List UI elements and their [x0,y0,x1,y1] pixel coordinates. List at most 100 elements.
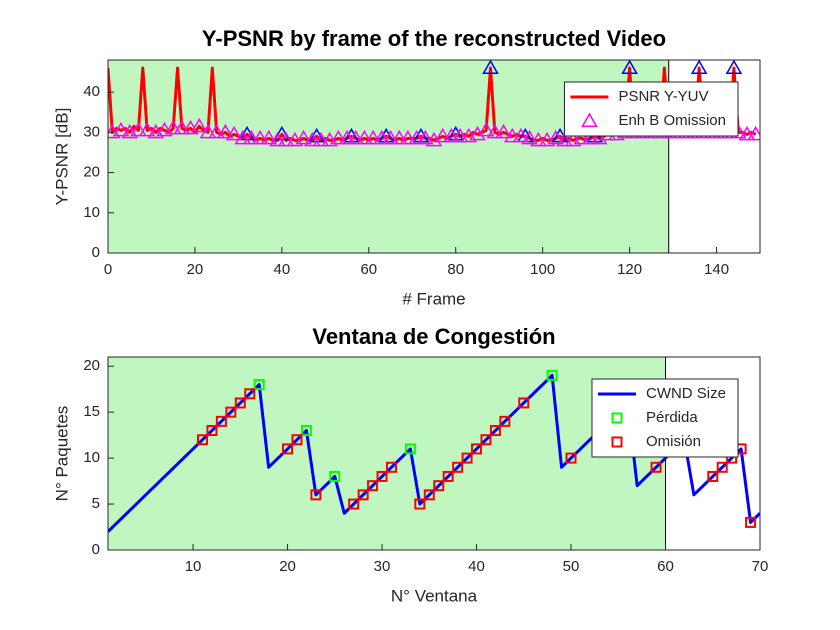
y-axis-label: N° Paquetes [52,406,71,502]
square-marker [367,480,379,492]
x-tick-label: 100 [530,261,555,278]
triangle-marker [434,127,451,143]
x-tick-label: 50 [563,558,580,575]
square-marker [489,425,501,437]
x-tick-label: 120 [617,261,642,278]
triangle-marker [377,127,395,143]
y-tick-label: 20 [83,164,100,181]
triangle-marker [234,129,252,145]
legend: PSNR Y-YUV Enh B Omission [563,81,739,137]
square-marker [499,415,511,427]
legend-label: Enh B Omission [618,112,726,129]
triangle-marker [447,125,465,141]
y-tick-label: 0 [92,541,100,558]
triangle-marker [482,59,499,75]
y-tick-label: 40 [83,83,100,100]
square-marker [518,397,530,409]
square-marker [376,470,388,482]
legend-label: Omisión [646,433,701,450]
triangle-marker [208,123,225,139]
square-marker [611,412,623,424]
square-marker [707,470,719,482]
triangle-marker [312,131,330,147]
triangle-marker [330,129,347,145]
y-tick-label: 30 [83,123,100,140]
triangle-marker [581,112,598,127]
x-tick-label: 40 [468,558,485,575]
triangle-marker [417,129,434,145]
triangle-marker [243,129,260,145]
triangle-marker [251,129,269,145]
y-tick-label: 10 [83,204,100,221]
square-marker [745,516,757,528]
x-tick-label: 10 [185,558,202,575]
chart-title: Y-PSNR by frame of the reconstructed Vid… [202,26,666,51]
square-marker [225,406,237,418]
triangle-marker [547,129,564,145]
triangle-marker [373,129,391,145]
triangle-marker [190,117,208,133]
square-marker [357,489,369,501]
triangle-marker [295,129,312,145]
square-marker [385,461,397,473]
triangle-marker [486,123,504,139]
triangle-marker [747,125,760,141]
chart: 0 20 40 60 80 100 120 140 0 10 20 30 40 Y-PSNR by fra… [52,26,761,308]
square-marker [244,388,256,400]
triangle-marker [217,123,234,139]
triangle-marker [130,121,147,137]
x-tick-label: 30 [374,558,391,575]
axes-frame [107,356,761,551]
y-tick-label: 20 [83,357,100,374]
square-marker [716,461,728,473]
triangle-marker [738,125,756,141]
triangle-marker [269,131,286,147]
square-marker [414,498,426,510]
square-marker [206,425,218,437]
triangle-marker [512,127,530,143]
triangle-marker [347,129,365,145]
chart-title: Ventana de Congestión [312,324,555,349]
x-tick-label: 70 [752,558,769,575]
legend-box [591,378,739,458]
triangle-marker [582,129,599,145]
square-marker [611,436,623,448]
triangle-marker [530,131,547,147]
triangle-marker [277,131,295,147]
triangle-marker [503,127,521,143]
triangle-marker [338,129,356,145]
square-marker [404,443,416,455]
square-marker [471,443,483,455]
square-marker [442,470,454,482]
square-marker [461,452,473,464]
y-tick-label: 15 [83,403,100,420]
triangle-marker [199,123,217,139]
square-marker [310,489,322,501]
square-marker [433,480,445,492]
legend: CWND Size Pérdida Omisión [591,378,739,458]
axes-frame [107,59,761,254]
triangle-marker [382,129,399,145]
x-tick-label: 0 [104,261,112,278]
triangle-marker [521,129,538,145]
x-tick-label: 40 [274,261,291,278]
square-marker [234,397,246,409]
square-marker [423,489,435,501]
triangle-marker [451,127,469,143]
square-marker [348,498,360,510]
triangle-marker [173,119,191,135]
square-marker [452,461,464,473]
triangle-marker [343,127,360,143]
triangle-marker [556,131,573,147]
triangle-marker [260,129,278,145]
square-marker [196,434,208,446]
triangle-marker [364,129,382,145]
legend-label: Pérdida [646,409,698,426]
triangle-marker [412,127,430,143]
square-marker [565,452,577,464]
y-tick-label: 0 [92,244,100,261]
square-marker [253,379,265,391]
legend-label: CWND Size [646,385,726,402]
square-marker [282,443,294,455]
